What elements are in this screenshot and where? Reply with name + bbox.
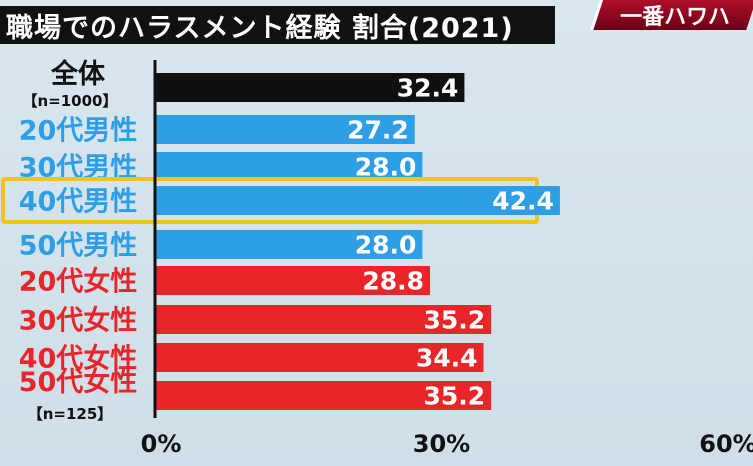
x-tick-label: 0% <box>141 430 182 458</box>
data-label: 27.2 <box>347 116 409 145</box>
bar <box>155 266 431 295</box>
data-label: 35.2 <box>423 382 485 411</box>
category-label: 全体 <box>50 58 106 90</box>
bar <box>155 343 484 372</box>
bar <box>155 186 560 215</box>
sample-size-label: 【n=125】 <box>28 405 113 423</box>
sample-size-label: 【n=1000】 <box>23 92 118 110</box>
bar <box>155 381 492 410</box>
data-label: 28.0 <box>355 231 417 260</box>
bar <box>155 230 423 259</box>
category-label: 50代男性 <box>19 231 138 262</box>
category-label: 40代男性 <box>19 187 138 218</box>
category-label: 40代女性 <box>19 343 138 375</box>
bar <box>155 73 465 102</box>
bar <box>155 305 492 334</box>
bar <box>155 152 423 181</box>
chart-title: 職場でのハラスメント経験 割合(2021) <box>0 6 555 44</box>
bar <box>155 115 415 144</box>
data-label: 35.2 <box>423 306 485 335</box>
category-label: 50代女性 <box>19 366 138 398</box>
data-label: 32.4 <box>397 74 459 103</box>
category-label: 30代女性 <box>19 305 138 337</box>
category-label: 20代女性 <box>19 266 138 298</box>
data-label: 42.4 <box>492 187 554 216</box>
data-label: 28.0 <box>355 153 417 182</box>
x-tick-label: 60% <box>699 430 753 458</box>
data-label: 28.8 <box>362 267 424 296</box>
x-tick-label: 30% <box>413 430 470 458</box>
category-label: 20代男性 <box>19 116 138 147</box>
data-label: 34.4 <box>416 344 478 373</box>
